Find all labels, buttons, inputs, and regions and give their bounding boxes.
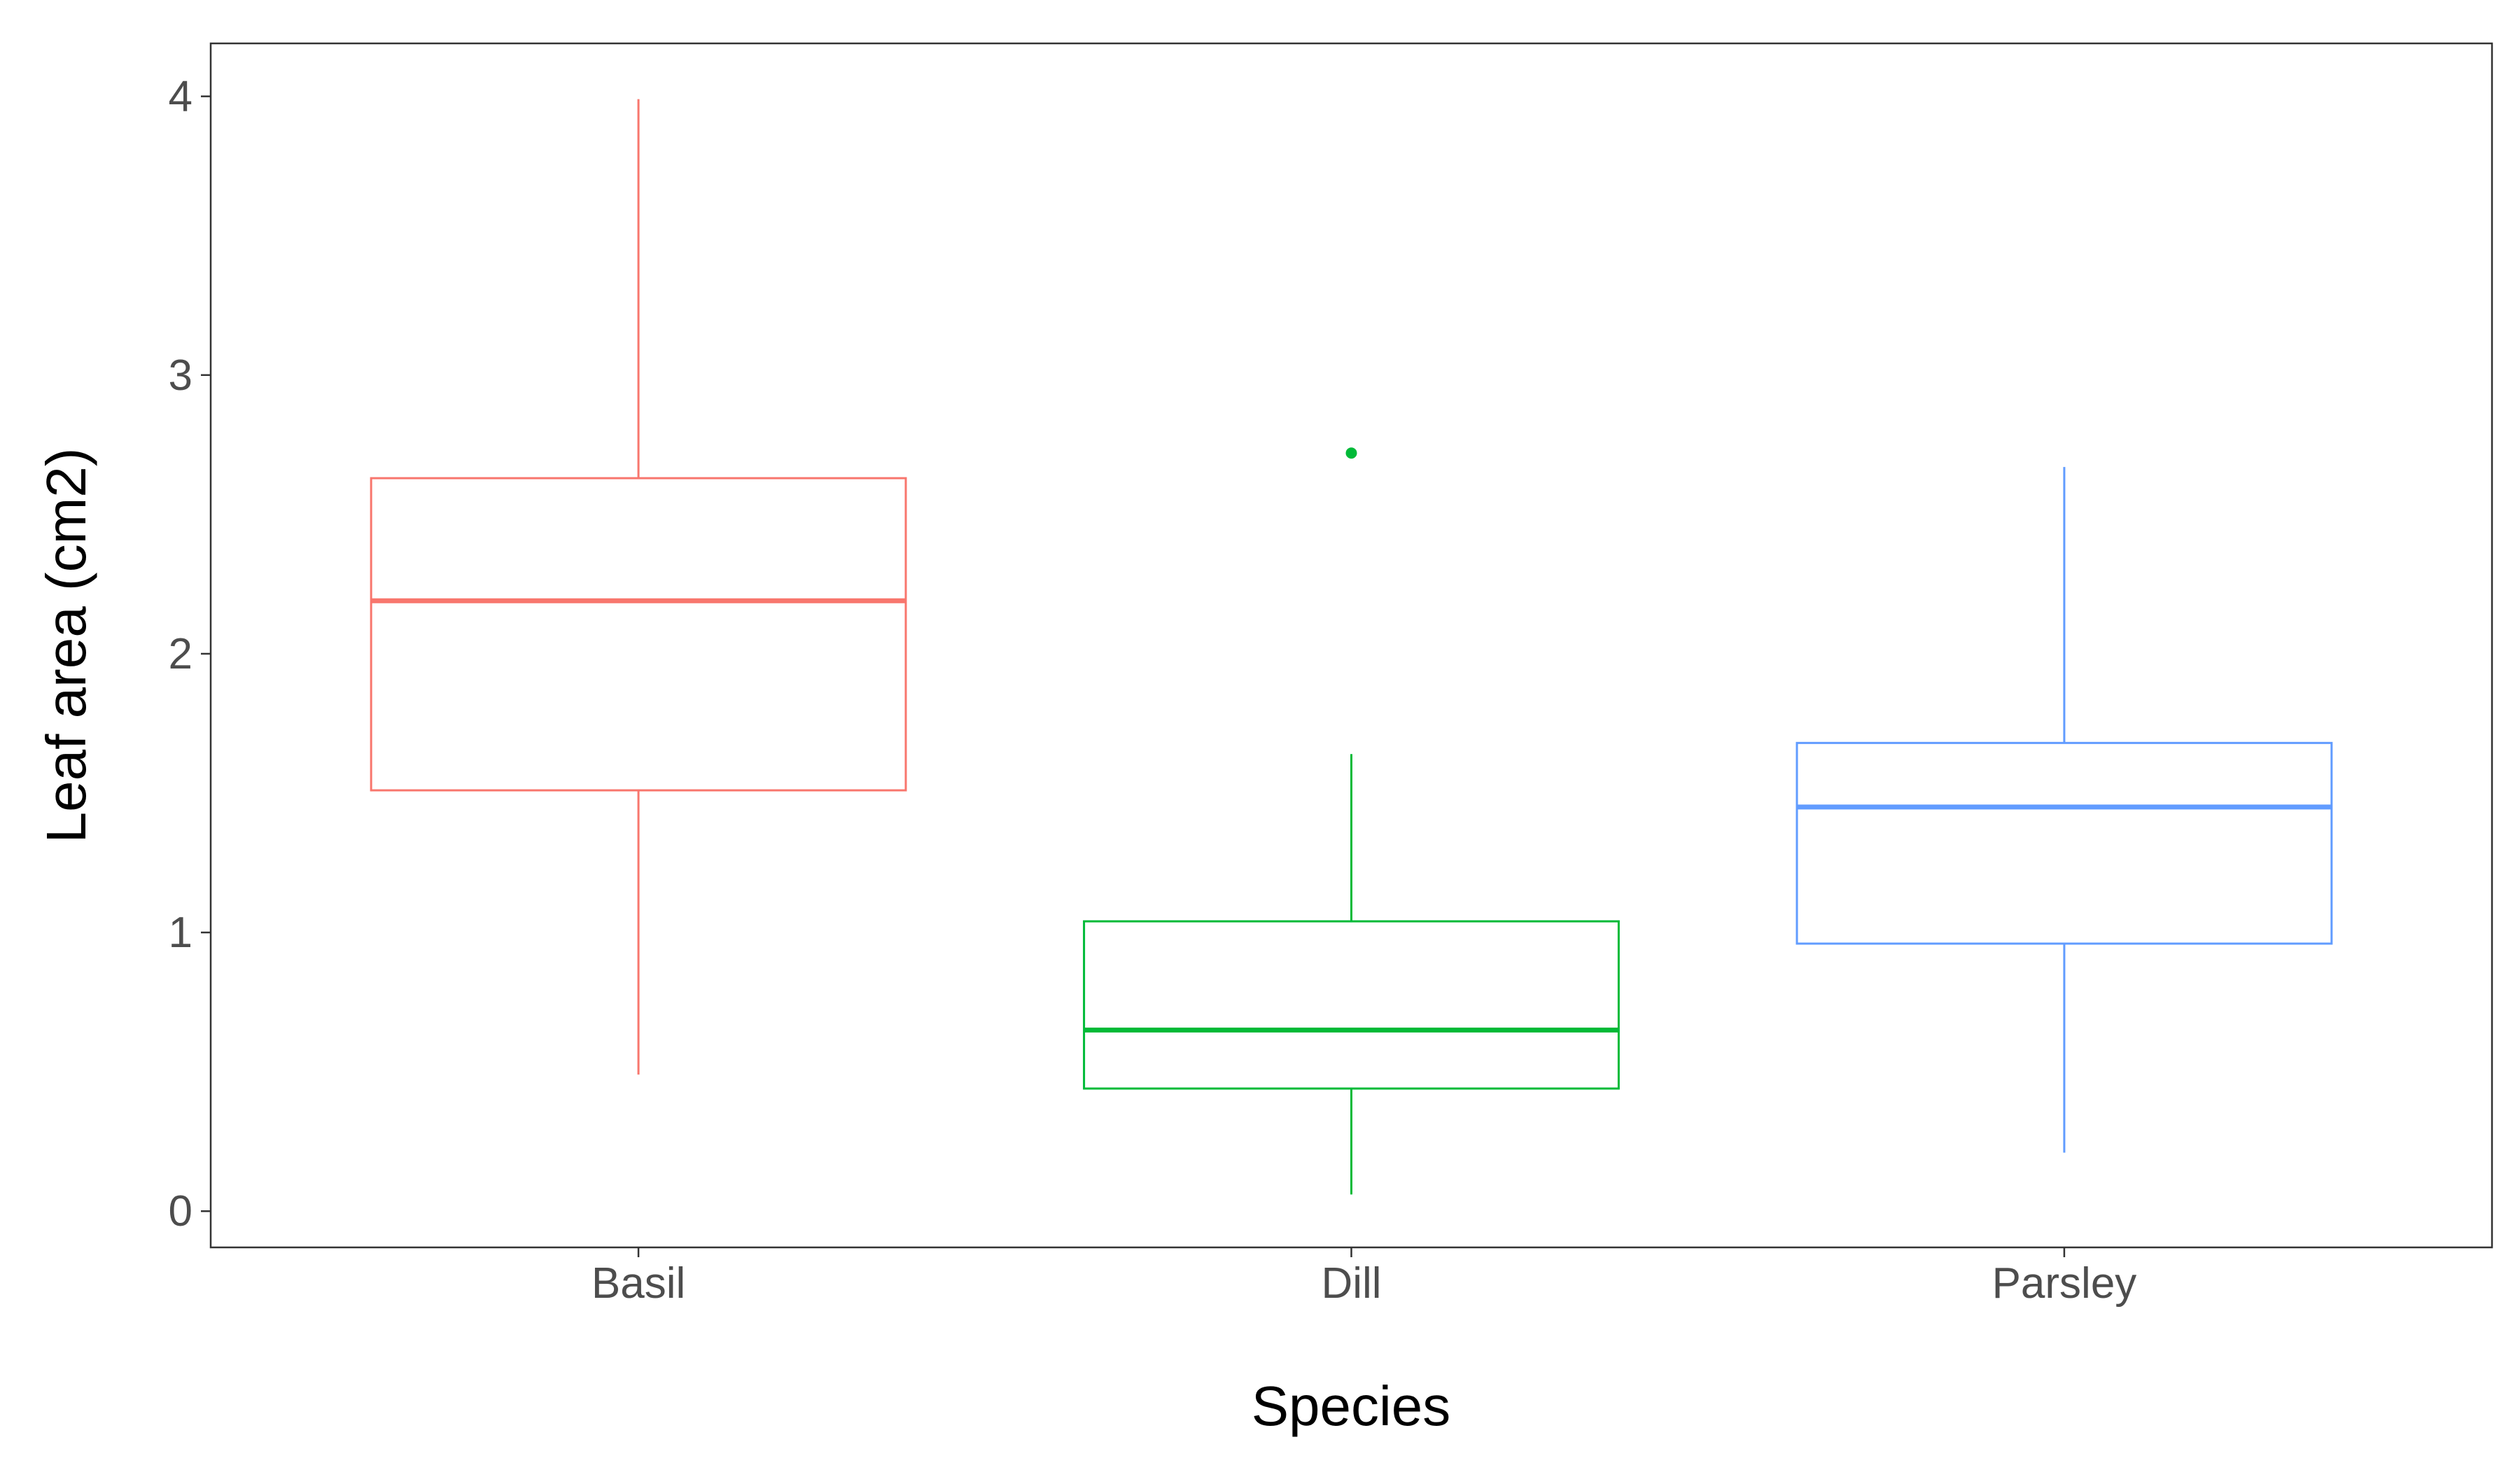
- box-parsley: [1795, 467, 2333, 1153]
- iqr-box-basil: [370, 477, 907, 792]
- y-axis: 0 1 2 3 4: [169, 73, 211, 1236]
- outlier-point-dill: [1345, 447, 1357, 459]
- x-axis: Basil Dill Parsley: [592, 1247, 2136, 1308]
- x-axis-title: Species: [1252, 1375, 1451, 1437]
- x-tick-label: Dill: [1321, 1259, 1381, 1308]
- y-tick-label: 4: [169, 73, 192, 121]
- y-tick-label: 2: [169, 630, 192, 678]
- x-tick-label: Basil: [592, 1259, 685, 1308]
- y-tick-label: 3: [169, 351, 192, 400]
- y-tick-label: 1: [169, 909, 192, 957]
- box-dill: [1083, 447, 1620, 1195]
- y-tick-label: 0: [169, 1187, 192, 1236]
- iqr-box-dill: [1083, 920, 1620, 1090]
- x-tick-label: Parsley: [1992, 1259, 2137, 1308]
- y-axis-title: Leaf area (cm2): [35, 448, 97, 844]
- box-basil: [370, 99, 907, 1075]
- iqr-box-parsley: [1795, 741, 2333, 945]
- box-series-group: [370, 99, 2333, 1195]
